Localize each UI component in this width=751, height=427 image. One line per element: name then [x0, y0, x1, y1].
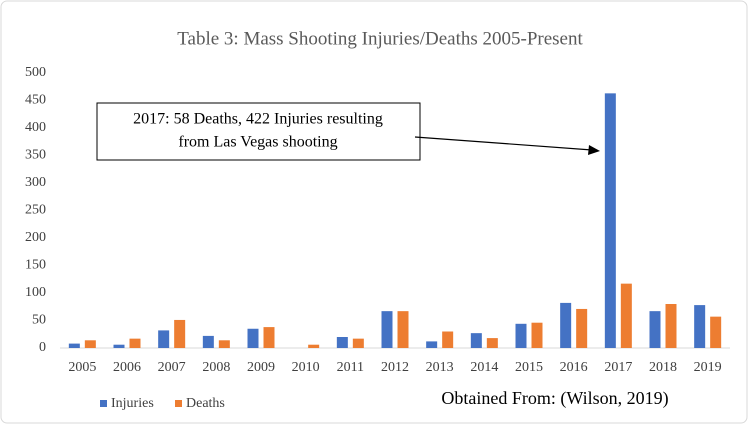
y-tick-label: 450 [25, 93, 46, 108]
bar [515, 323, 527, 348]
bar [665, 304, 677, 348]
y-tick-label: 100 [25, 285, 46, 300]
bar [426, 341, 438, 348]
y-tick-label: 200 [25, 230, 46, 245]
bar [308, 344, 320, 348]
legend-swatch [100, 400, 107, 407]
bar [381, 311, 393, 348]
x-tick-label: 2008 [202, 360, 230, 375]
bar [560, 302, 572, 348]
bar [470, 333, 482, 348]
bar [694, 305, 706, 348]
bar [129, 338, 141, 348]
annotation: 2017: 58 Deaths, 422 Injuries resulting [133, 111, 383, 128]
bar [486, 338, 498, 348]
x-tick-label: 2018 [649, 360, 677, 375]
bar [218, 340, 230, 348]
bar [604, 93, 616, 348]
bar [113, 344, 125, 348]
x-tick-label: 2013 [426, 360, 454, 375]
bar [649, 311, 661, 348]
bar [158, 330, 170, 348]
arrow-head [588, 145, 600, 155]
bar [442, 331, 454, 348]
bar [352, 338, 364, 348]
bar [202, 335, 214, 348]
x-tick-label: 2006 [113, 360, 141, 375]
annotation-box [96, 102, 421, 161]
x-tick-label: 2007 [158, 360, 186, 375]
x-tick-label: 2005 [68, 360, 96, 375]
bar [247, 328, 259, 348]
y-tick-label: 50 [32, 313, 46, 328]
bar [576, 308, 588, 348]
x-tick-label: 2014 [470, 360, 498, 375]
y-tick-label: 250 [25, 203, 46, 218]
y-tick-label: 150 [25, 258, 46, 273]
x-tick-label: 2015 [515, 360, 543, 375]
legend-label: Injuries [111, 396, 154, 411]
y-tick-label: 400 [25, 120, 46, 135]
chart-title: Table 3: Mass Shooting Injuries/Deaths 2… [177, 28, 583, 49]
bar [710, 316, 722, 348]
y-tick-label: 350 [25, 148, 46, 163]
source-note: Obtained From: (Wilson, 2019) [441, 388, 668, 409]
bar [397, 311, 409, 348]
annotation: from Las Vegas shooting [178, 134, 337, 151]
x-tick-label: 2017 [604, 360, 632, 375]
bar [620, 283, 632, 348]
legend-label: Deaths [186, 396, 225, 411]
bar [263, 327, 275, 348]
y-tick-label: 0 [39, 340, 46, 355]
bar [84, 340, 96, 348]
y-tick-label: 500 [25, 65, 46, 80]
bar [174, 319, 186, 348]
x-tick-label: 2012 [381, 360, 409, 375]
legend-swatch [175, 400, 182, 407]
x-tick-label: 2011 [337, 360, 364, 375]
bar [531, 322, 543, 348]
y-tick-label: 300 [25, 175, 46, 190]
x-tick-label: 2010 [292, 360, 320, 375]
x-tick-label: 2019 [694, 360, 722, 375]
bar [68, 343, 80, 348]
annotation-arrow [414, 136, 593, 151]
x-tick-label: 2009 [247, 360, 275, 375]
bar [336, 337, 348, 348]
x-tick-label: 2016 [560, 360, 588, 375]
